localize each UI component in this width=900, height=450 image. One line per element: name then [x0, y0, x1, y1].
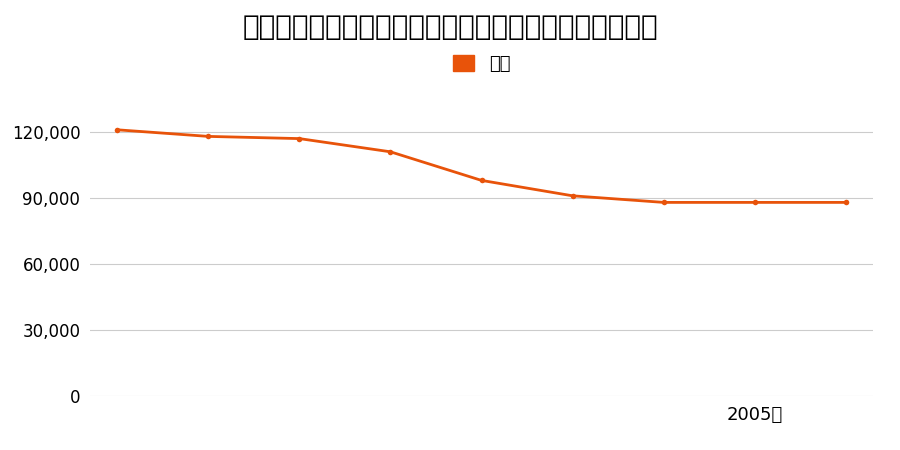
Text: 福岡県福岡市城南区梅林５丁目１７４番１１の地価推移: 福岡県福岡市城南区梅林５丁目１７４番１１の地価推移 — [242, 14, 658, 41]
Legend: 価格: 価格 — [453, 54, 510, 73]
